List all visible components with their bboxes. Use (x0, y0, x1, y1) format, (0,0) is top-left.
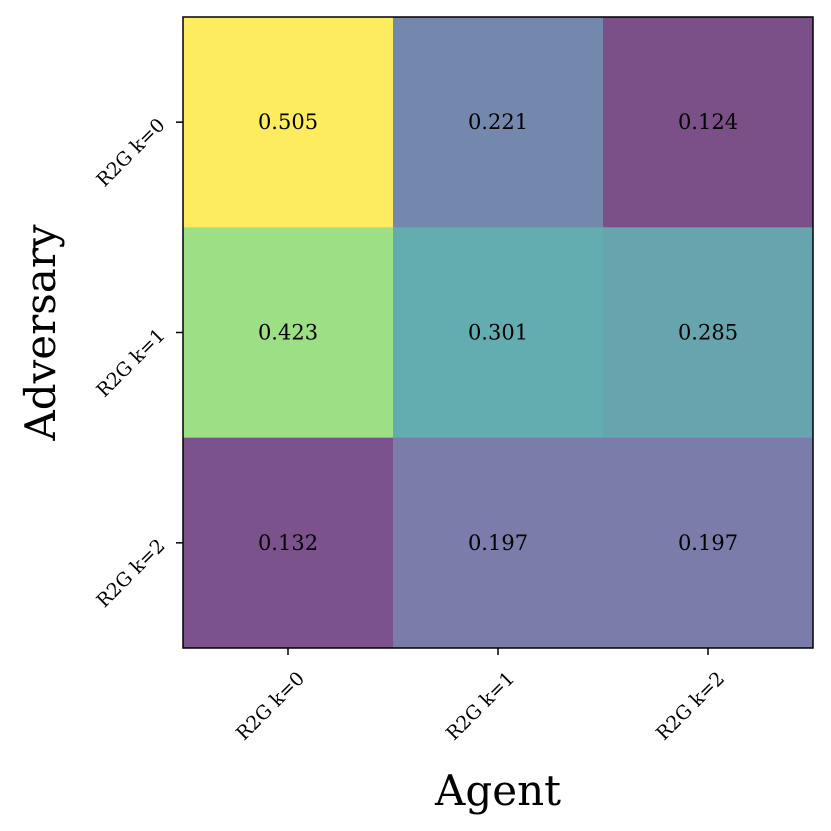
heatmap-cell-r2-c0 (183, 437, 394, 649)
heatmap-cell-r0-c2 (603, 17, 814, 228)
y-tick-label: R2G k=1 (92, 324, 169, 401)
y-tick-label: R2G k=2 (92, 535, 169, 612)
x-axis-title: Agent (434, 766, 561, 815)
heatmap-cell-labels: 0.505 0.221 0.124 0.423 0.301 0.285 0.132 0.197… (258, 110, 738, 555)
cell-value-label: 0.197 (468, 531, 528, 555)
heatmap-cell-r2-c2 (603, 437, 814, 649)
x-tick-label: R2G k=1 (442, 668, 519, 745)
cell-value-label: 0.301 (468, 321, 528, 345)
heatmap-cell-r0-c0 (183, 17, 394, 228)
x-axis-ticks: R2G k=0 R2G k=1 R2G k=2 (232, 648, 729, 745)
heatmap-cells (183, 17, 814, 649)
cell-value-label: 0.132 (258, 531, 318, 555)
y-axis-ticks: R2G k=0 R2G k=1 R2G k=2 (92, 114, 183, 612)
cell-value-label: 0.197 (678, 531, 738, 555)
cell-value-label: 0.505 (258, 110, 318, 134)
heatmap-cell-r0-c1 (393, 17, 604, 228)
cell-value-label: 0.285 (678, 321, 738, 345)
cell-value-label: 0.124 (678, 110, 738, 134)
cell-value-label: 0.221 (468, 110, 528, 134)
heatmap-cell-r2-c1 (393, 437, 604, 649)
x-tick-label: R2G k=0 (232, 668, 309, 745)
y-axis-title: Adversary (16, 224, 65, 442)
heatmap-cell-r1-c2 (603, 227, 814, 439)
cell-value-label: 0.423 (258, 321, 318, 345)
heatmap-cell-r1-c1 (393, 227, 604, 439)
y-tick-label: R2G k=0 (92, 114, 169, 191)
heatmap-cell-r1-c0 (183, 227, 394, 439)
x-tick-label: R2G k=2 (652, 668, 729, 745)
